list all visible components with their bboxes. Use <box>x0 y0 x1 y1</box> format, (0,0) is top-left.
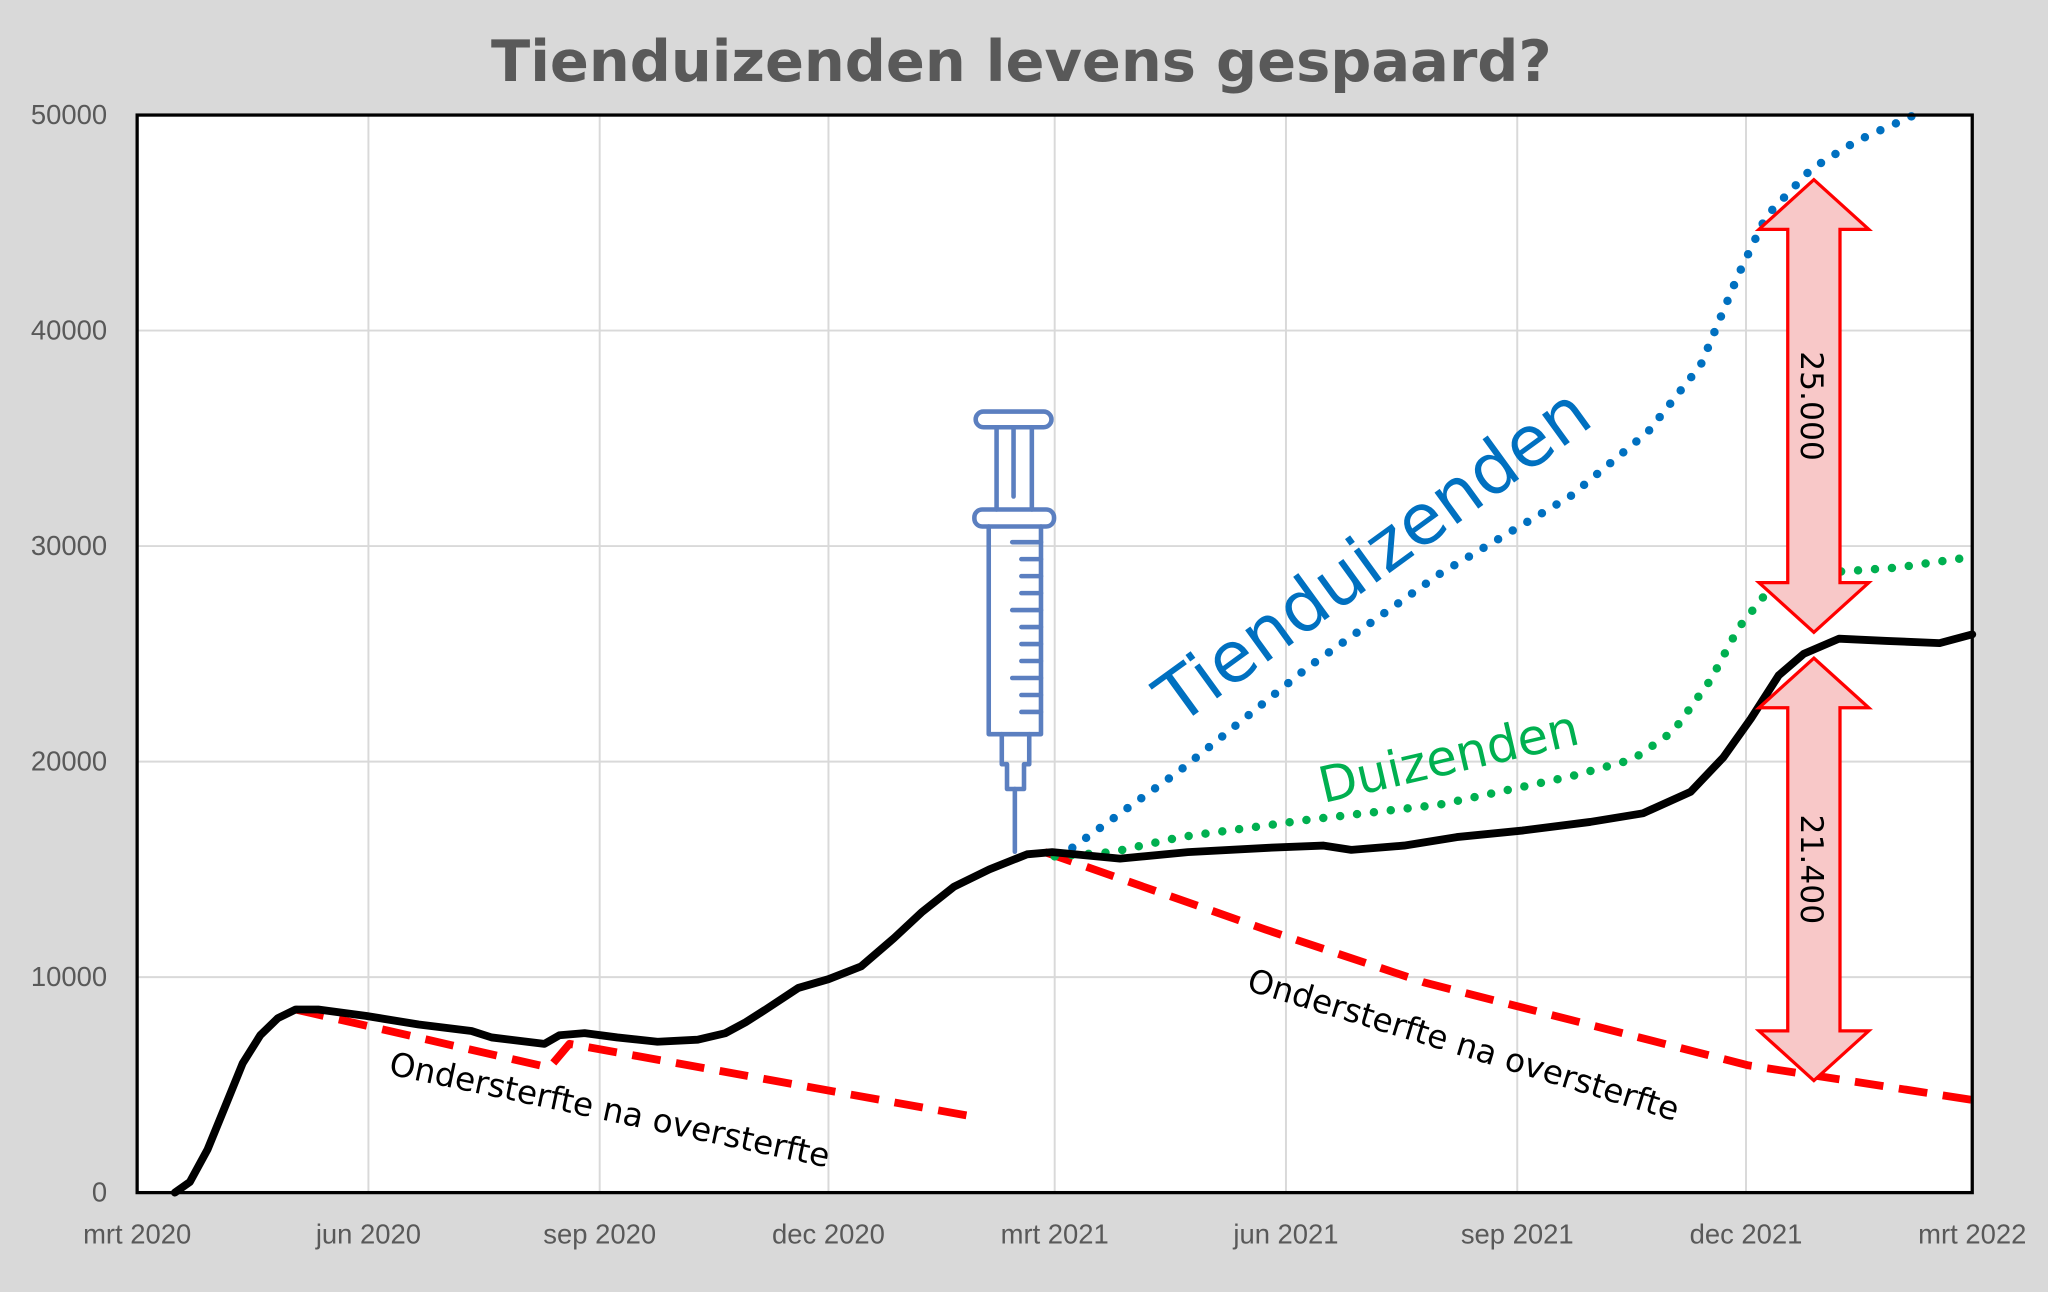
plot-border <box>135 113 1974 1195</box>
series-line-dotted-4 <box>1050 552 1977 861</box>
y-tick-label: 20000 <box>31 746 107 777</box>
x-tick-label: sep 2021 <box>1461 1219 1574 1250</box>
y-tick-label: 50000 <box>31 99 107 130</box>
arrow-upper-label: 25.000 <box>1793 351 1829 461</box>
arrow-upper <box>1754 177 1873 635</box>
series-line-dashed-1 <box>294 1005 978 1122</box>
arrow-lower-label: 21.400 <box>1793 815 1829 925</box>
syringe-icon <box>972 409 1057 854</box>
series-group <box>170 110 1977 1197</box>
x-tick-label: dec 2021 <box>1690 1219 1803 1250</box>
x-tick-label: mrt 2020 <box>83 1219 191 1250</box>
x-tick-label: mrt 2021 <box>1001 1219 1109 1250</box>
x-tick-label: jun 2020 <box>315 1219 421 1250</box>
x-axis-ticks: mrt 2020 jun 2020 sep 2020 dec 2020 mrt 2021… <box>83 1219 2026 1250</box>
y-tick-label: 30000 <box>31 530 107 561</box>
y-tick-label: 0 <box>92 1177 107 1208</box>
arrows: 25.000 21.400 <box>1754 177 1873 1083</box>
y-tick-label: 40000 <box>31 315 107 346</box>
chart-title: Tienduizenden levens gespaard? <box>491 28 1552 95</box>
x-tick-label: mrt 2022 <box>1918 1219 2026 1250</box>
y-axis-ticks: 0 10000 20000 30000 40000 50000 <box>31 99 107 1208</box>
x-tick-label: sep 2020 <box>543 1219 656 1250</box>
y-tick-label: 10000 <box>31 961 107 992</box>
arrow-lower <box>1754 655 1873 1083</box>
x-tick-label: jun 2021 <box>1232 1219 1338 1250</box>
x-tick-label: dec 2020 <box>772 1219 885 1250</box>
series-line-solid-0 <box>170 630 1977 1197</box>
series-line-dotted-3 <box>1068 110 1919 853</box>
series-line-dashed-2 <box>1043 848 1973 1104</box>
